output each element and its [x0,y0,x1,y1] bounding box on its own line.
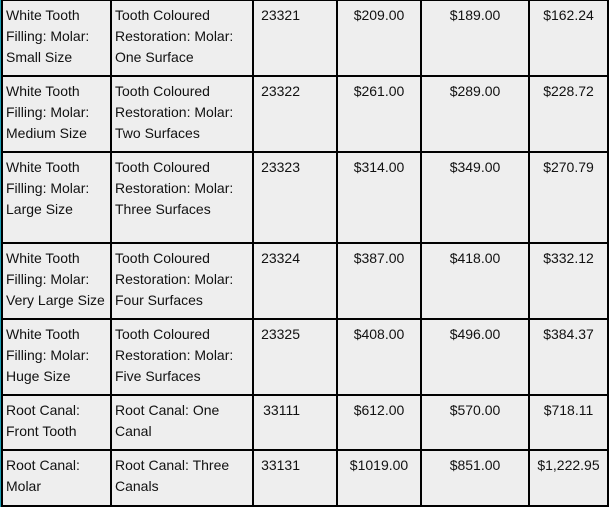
price-cell: $418.00 [420,242,530,320]
item-code-cell: 33131 [252,449,338,507]
treatment-name-cell: Root Canal: Molar [1,449,112,507]
price-cell: $270.79 [528,151,609,244]
treatment-description-cell: Tooth Coloured Restoration: Molar: Three… [110,151,254,244]
price-cell: $387.00 [336,242,422,320]
price-cell: $1019.00 [336,449,422,507]
item-code-cell: 23322 [252,75,338,153]
price-cell: $718.11 [528,394,609,451]
table-row: White Tooth Filling: Molar: Very Large S… [1,242,609,320]
treatment-description-cell: Tooth Coloured Restoration: Molar: Two S… [110,75,254,153]
price-cell: $162.24 [528,0,609,77]
treatment-name-cell: White Tooth Filling: Molar: Small Size [1,0,112,77]
treatment-name-cell: White Tooth Filling: Molar: Huge Size [1,318,112,396]
item-code-cell: 23325 [252,318,338,396]
treatment-name-cell: White Tooth Filling: Molar: Medium Size [1,75,112,153]
treatment-description-cell: Tooth Coloured Restoration: Molar: Five … [110,318,254,396]
price-cell: $1,222.95 [528,449,609,507]
table-row: White Tooth Filling: Molar: Huge Size Too… [1,318,609,396]
table-row: Root Canal: Molar Root Canal: Three Canal… [1,449,609,507]
item-code-cell: 33111 [252,394,338,451]
table-row: White Tooth Filling: Molar: Medium Size T… [1,75,609,153]
table-row: White Tooth Filling: Molar: Large Size To… [1,151,609,244]
price-cell: $408.00 [336,318,422,396]
treatment-name-cell: White Tooth Filling: Molar: Large Size [1,151,112,244]
price-cell: $228.72 [528,75,609,153]
table-row: Root Canal: Front Tooth Root Canal: One C… [1,394,609,451]
table-row: White Tooth Filling: Molar: Small Size To… [1,0,609,77]
price-cell: $289.00 [420,75,530,153]
treatment-name-cell: Root Canal: Front Tooth [1,394,112,451]
treatment-description-cell: Tooth Coloured Restoration: Molar: One S… [110,0,254,77]
item-code-cell: 23321 [252,0,338,77]
treatment-description-cell: Root Canal: Three Canals [110,449,254,507]
price-cell: $612.00 [336,394,422,451]
price-cell: $496.00 [420,318,530,396]
item-code-cell: 23323 [252,151,338,244]
price-cell: $314.00 [336,151,422,244]
price-cell: $851.00 [420,449,530,507]
treatment-description-cell: Root Canal: One Canal [110,394,254,451]
price-cell: $332.12 [528,242,609,320]
price-cell: $261.00 [336,75,422,153]
price-cell: $189.00 [420,0,530,77]
price-cell: $384.37 [528,318,609,396]
treatment-description-cell: Tooth Coloured Restoration: Molar: Four … [110,242,254,320]
price-cell: $349.00 [420,151,530,244]
item-code-cell: 23324 [252,242,338,320]
price-cell: $209.00 [336,0,422,77]
price-cell: $570.00 [420,394,530,451]
treatment-name-cell: White Tooth Filling: Molar: Very Large S… [1,242,112,320]
